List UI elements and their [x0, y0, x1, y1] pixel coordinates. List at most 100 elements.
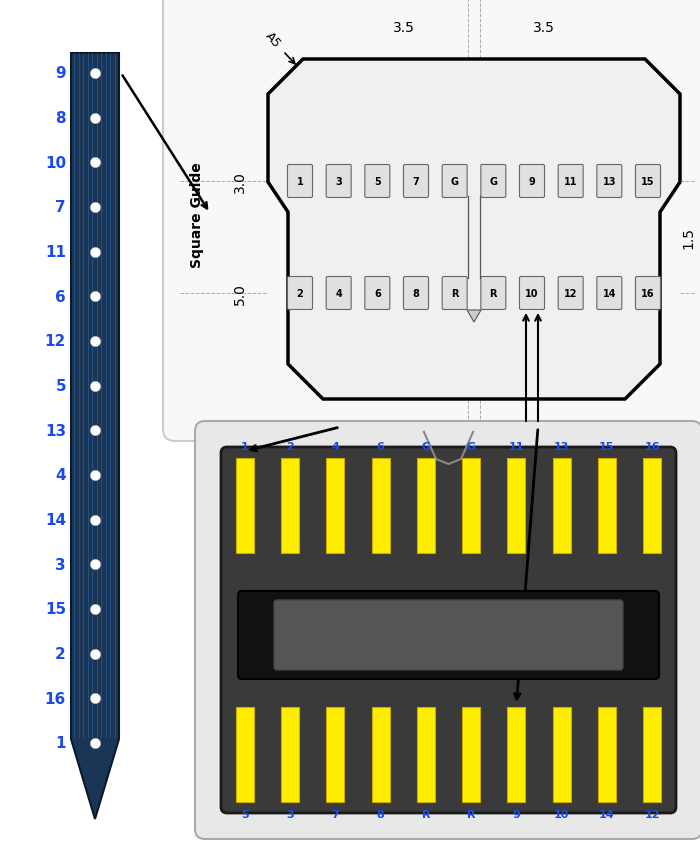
FancyBboxPatch shape — [481, 165, 506, 198]
Text: 15: 15 — [599, 442, 615, 451]
Text: 14: 14 — [45, 513, 66, 527]
Text: 1: 1 — [55, 735, 66, 751]
FancyBboxPatch shape — [597, 165, 622, 198]
Bar — [417, 707, 435, 802]
Bar — [643, 707, 661, 802]
Bar — [508, 707, 525, 802]
Bar — [508, 458, 525, 554]
Bar — [462, 707, 480, 802]
Text: 16: 16 — [641, 288, 654, 299]
Text: 1.5: 1.5 — [681, 227, 695, 249]
Bar — [598, 458, 616, 554]
FancyBboxPatch shape — [274, 601, 623, 670]
FancyBboxPatch shape — [326, 165, 351, 198]
FancyBboxPatch shape — [519, 165, 545, 198]
Polygon shape — [467, 310, 481, 322]
Bar — [417, 458, 435, 554]
Text: 12: 12 — [644, 809, 659, 819]
Text: 3: 3 — [55, 557, 66, 572]
Bar — [326, 707, 344, 802]
Bar — [281, 707, 299, 802]
FancyBboxPatch shape — [519, 277, 545, 310]
Text: 14: 14 — [603, 288, 616, 299]
Bar — [598, 707, 616, 802]
Bar — [236, 707, 254, 802]
Bar — [552, 458, 570, 554]
Text: G: G — [466, 442, 476, 451]
FancyBboxPatch shape — [221, 448, 676, 813]
FancyBboxPatch shape — [288, 165, 312, 198]
Text: 11: 11 — [45, 245, 66, 260]
Text: 13: 13 — [45, 423, 66, 438]
FancyBboxPatch shape — [558, 165, 583, 198]
Text: 13: 13 — [554, 442, 569, 451]
FancyBboxPatch shape — [636, 277, 661, 310]
FancyBboxPatch shape — [238, 591, 659, 679]
Text: Square Guide: Square Guide — [190, 162, 204, 268]
Text: 5: 5 — [241, 809, 248, 819]
Polygon shape — [71, 54, 119, 819]
Text: 5: 5 — [55, 379, 66, 394]
Text: 2: 2 — [55, 647, 66, 661]
Text: 8: 8 — [412, 288, 419, 299]
Text: 7: 7 — [55, 200, 66, 215]
Text: 9: 9 — [512, 809, 520, 819]
Text: 7: 7 — [412, 177, 419, 187]
Text: 13: 13 — [603, 177, 616, 187]
Text: 10: 10 — [45, 155, 66, 171]
FancyBboxPatch shape — [558, 277, 583, 310]
Text: 6: 6 — [55, 289, 66, 305]
FancyBboxPatch shape — [326, 277, 351, 310]
Text: 4: 4 — [335, 288, 342, 299]
Text: 8: 8 — [55, 111, 66, 126]
Text: G: G — [451, 177, 458, 187]
Text: 3.5: 3.5 — [393, 21, 415, 35]
Text: 3.5: 3.5 — [533, 21, 555, 35]
Text: 9: 9 — [528, 177, 536, 187]
Bar — [462, 458, 480, 554]
FancyBboxPatch shape — [365, 165, 390, 198]
FancyBboxPatch shape — [442, 277, 467, 310]
Text: 1: 1 — [241, 442, 249, 451]
FancyBboxPatch shape — [403, 277, 428, 310]
Text: 8: 8 — [377, 809, 384, 819]
Text: 5.0: 5.0 — [233, 282, 247, 305]
Text: 1: 1 — [297, 177, 303, 187]
FancyBboxPatch shape — [636, 165, 661, 198]
Text: 16: 16 — [644, 442, 660, 451]
FancyBboxPatch shape — [481, 277, 506, 310]
Text: R: R — [489, 288, 497, 299]
Text: 12: 12 — [45, 334, 66, 349]
Text: R: R — [451, 288, 458, 299]
FancyBboxPatch shape — [163, 0, 700, 442]
Text: G: G — [421, 442, 430, 451]
Text: 11: 11 — [509, 442, 524, 451]
Text: 15: 15 — [641, 177, 654, 187]
FancyBboxPatch shape — [442, 165, 467, 198]
FancyBboxPatch shape — [288, 277, 312, 310]
Text: 4: 4 — [55, 468, 66, 483]
Text: 11: 11 — [564, 177, 578, 187]
FancyBboxPatch shape — [365, 277, 390, 310]
Text: 16: 16 — [45, 691, 66, 706]
Text: 2: 2 — [297, 288, 303, 299]
Bar — [372, 707, 390, 802]
Text: 7: 7 — [332, 809, 340, 819]
Text: 3: 3 — [286, 809, 294, 819]
Text: R: R — [467, 809, 475, 819]
Bar — [326, 458, 344, 554]
Text: 12: 12 — [564, 288, 578, 299]
Text: 14: 14 — [599, 809, 615, 819]
Text: 3: 3 — [335, 177, 342, 187]
Polygon shape — [268, 60, 680, 399]
Bar — [643, 458, 661, 554]
FancyBboxPatch shape — [403, 165, 428, 198]
Text: A5: A5 — [262, 30, 284, 50]
Text: 9: 9 — [55, 67, 66, 81]
Bar — [372, 458, 390, 554]
Text: 4: 4 — [332, 442, 340, 451]
Text: 3.0: 3.0 — [233, 171, 247, 193]
Text: 6: 6 — [377, 442, 384, 451]
Text: 5: 5 — [374, 177, 381, 187]
Text: 15: 15 — [45, 602, 66, 617]
